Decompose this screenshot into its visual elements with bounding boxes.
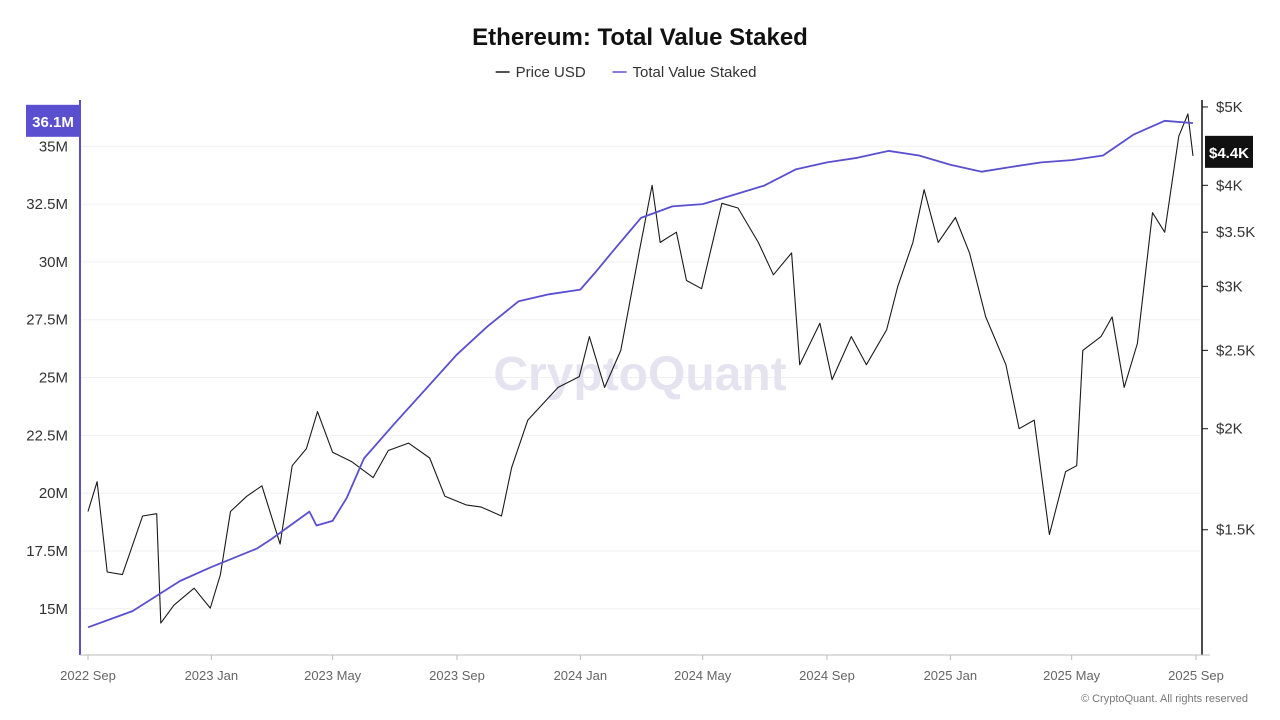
right-tick-2k: $2K	[1216, 421, 1243, 438]
x-axis-ticks: 2022 Sep 2023 Jan 2023 May 2023 Sep 2024 Jan…	[60, 655, 1224, 683]
series-group	[87, 113, 1194, 629]
left-axis-ticks: 15M 17.5M 20M 22.5M 25M 27.5M 30M 32.5M 35M	[26, 138, 68, 618]
legend: Price USD Total Value Staked	[495, 64, 757, 81]
legend-item-total-value-staked[interactable]: Total Value Staked	[612, 64, 757, 81]
copyright-notice: © CryptoQuant. All rights reserved	[1081, 693, 1248, 705]
left-tick-30m: 30M	[39, 254, 68, 271]
series-line-price-usd	[87, 113, 1194, 624]
right-tick-3k: $3K	[1216, 278, 1243, 295]
right-current-badge	[1205, 135, 1253, 168]
right-tick-4k: $4K	[1216, 177, 1243, 194]
x-tick-2023-sep: 2023 Sep	[429, 668, 485, 683]
left-tick-15m: 15M	[39, 601, 68, 618]
watermark: CryptoQuant	[493, 348, 786, 401]
x-tick-2025-jan: 2025 Jan	[924, 668, 978, 683]
legend-label-total-value-staked: Total Value Staked	[633, 64, 757, 81]
left-current-value: 36.1M	[32, 114, 74, 131]
left-current-badge	[26, 104, 80, 137]
left-tick-35m: 35M	[39, 138, 68, 155]
right-tick-5k: $5K	[1216, 99, 1243, 116]
left-tick-17-5m: 17.5M	[26, 543, 68, 560]
x-tick-2024-may: 2024 May	[674, 668, 732, 683]
legend-label-price-usd: Price USD	[516, 64, 586, 81]
x-tick-2025-may: 2025 May	[1043, 668, 1101, 683]
left-tick-25m: 25M	[39, 370, 68, 387]
right-tick-3-5k: $3.5K	[1216, 224, 1255, 241]
legend-item-price-usd[interactable]: Price USD	[495, 64, 586, 81]
chart-title: Ethereum: Total Value Staked	[472, 24, 808, 51]
left-tick-20m: 20M	[39, 485, 68, 502]
x-tick-2024-jan: 2024 Jan	[554, 668, 608, 683]
right-axis-ticks: $1.5K $2K $2.5K $3K $3.5K $4K $5K	[1202, 99, 1255, 539]
x-tick-2025-sep: 2025 Sep	[1168, 668, 1224, 683]
axes	[79, 100, 1210, 656]
grid	[80, 145, 1200, 610]
x-tick-2023-jan: 2023 Jan	[185, 668, 239, 683]
x-tick-2024-sep: 2024 Sep	[799, 668, 855, 683]
current-value-badges: 36.1M $4.4K	[26, 104, 1253, 168]
right-tick-1-5k: $1.5K	[1216, 522, 1255, 539]
left-tick-27-5m: 27.5M	[26, 312, 68, 329]
x-tick-2023-may: 2023 May	[304, 668, 362, 683]
left-tick-32-5m: 32.5M	[26, 196, 68, 213]
right-tick-2-5k: $2.5K	[1216, 342, 1255, 359]
x-tick-2022-sep: 2022 Sep	[60, 668, 116, 683]
series-line-total-value-staked	[87, 119, 1194, 629]
right-current-value: $4.4K	[1209, 145, 1249, 162]
left-tick-22-5m: 22.5M	[26, 427, 68, 444]
